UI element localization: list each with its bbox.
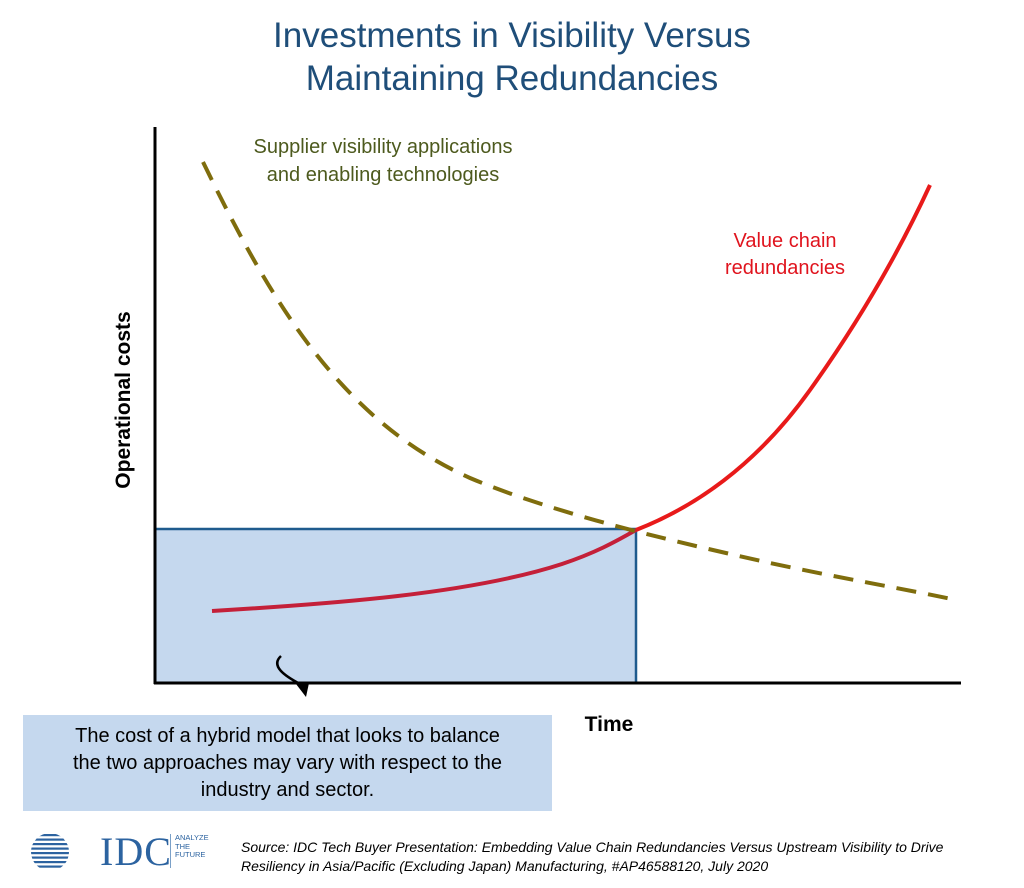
source-line-1: Source: IDC Tech Buyer Presentation: Emb… <box>241 839 944 855</box>
x-axis-label: Time <box>585 713 634 736</box>
redundancy-label-line-2: redundancies <box>725 257 845 279</box>
hybrid-model-callout: The cost of a hybrid model that looks to… <box>23 715 552 811</box>
redundancy-curve <box>635 184 932 532</box>
supplier-label-line-1: Supplier visibility applications <box>253 136 512 158</box>
redundancy-curve-inside-box <box>211 528 637 613</box>
tagline-line-1: ANALYZE <box>175 833 209 842</box>
title-line-1: Investments in Visibility Versus <box>273 16 751 55</box>
diagram-title: Investments in Visibility Versus Maintai… <box>0 14 1024 100</box>
callout-line-2: the two approaches may vary with respect… <box>72 751 503 774</box>
idc-logo: IDC ANALYZE THE FUTURE <box>18 826 228 878</box>
tagline-line-3: FUTURE <box>175 850 206 859</box>
logo-divider <box>170 834 171 868</box>
idc-globe-icon <box>31 834 69 868</box>
callout-line-3: industry and sector. <box>200 778 375 801</box>
tagline-line-2: THE <box>175 841 190 851</box>
logo-tagline: ANALYZE THE FUTURE <box>175 833 209 860</box>
supplier-visibility-curve <box>201 161 957 602</box>
supplier-label-line-2: and enabling technologies <box>267 164 499 186</box>
source-line-2: Resiliency in Asia/Pacific (Excluding Ja… <box>241 858 769 874</box>
callout-arrow <box>275 655 301 686</box>
callout-arrow-head <box>296 683 309 697</box>
y-axis-label: Operational costs <box>112 311 135 488</box>
redundancy-label-line-1: Value chain <box>733 230 836 252</box>
source-citation: Source: IDC Tech Buyer Presentation: Emb… <box>241 838 1016 876</box>
hybrid-model-box <box>153 527 638 685</box>
idc-wordmark: IDC <box>100 829 172 874</box>
callout-line-1: The cost of a hybrid model that looks to… <box>75 724 500 747</box>
title-line-2: Maintaining Redundancies <box>305 59 719 98</box>
